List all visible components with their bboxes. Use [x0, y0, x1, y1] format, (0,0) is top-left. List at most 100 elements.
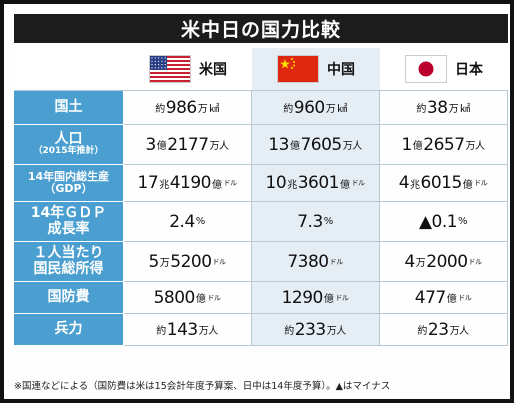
row-label-line: 14年国内総生産	[27, 169, 110, 183]
value-unit: 億	[412, 141, 423, 152]
value-cell: 1290 億ドル	[252, 282, 380, 314]
value-number: 5200	[170, 251, 212, 272]
row-label: 国防費	[14, 282, 124, 314]
value-unit: 億	[195, 294, 206, 305]
value-cell: 3 億 2177 万人	[124, 125, 252, 165]
value-unit: ドル	[458, 293, 472, 302]
value-unit: 億	[289, 141, 300, 152]
value-unit: %	[323, 216, 334, 227]
value-unit: 兆	[287, 179, 297, 191]
value-number: 2000	[426, 251, 468, 272]
value-number: 1290	[281, 287, 324, 308]
row-label-line: １人当たり	[33, 245, 104, 262]
value-number: 6015	[420, 173, 463, 193]
value-unit: 億	[446, 294, 457, 305]
value-cell: 5 万 5200 ドル	[124, 242, 252, 282]
value-number: 23	[427, 319, 449, 340]
row-label: 国土	[14, 91, 124, 125]
row-label: 14年国内総生産 （GDP）	[14, 165, 124, 202]
value-cell: ▲0.1%	[380, 202, 508, 242]
value-unit: ドル	[351, 179, 365, 187]
value-number: 986	[165, 97, 197, 118]
value-unit: ドル	[474, 179, 488, 187]
value-number: 4190	[169, 173, 212, 193]
row-label-line: （2015年推計）	[33, 146, 104, 157]
value-cell: 1 億 2657 万人	[380, 125, 508, 165]
value-unit: 億	[462, 179, 473, 191]
value-unit: 万人	[209, 141, 230, 152]
page-title: 米中日の国力比較	[14, 14, 508, 43]
value-number: 10	[265, 173, 287, 193]
value-unit: ドル	[207, 293, 221, 302]
value-number: 4	[404, 251, 415, 272]
country-header: 中国	[252, 48, 380, 91]
value-prefix: 約	[155, 104, 165, 115]
value-unit: %	[458, 216, 468, 227]
value-number: 3	[145, 134, 156, 155]
value-number: 3601	[297, 173, 340, 193]
value-unit: 万	[197, 104, 208, 115]
header-corner	[14, 48, 124, 91]
value-unit: ドル	[223, 179, 237, 187]
value-prefix: 約	[156, 326, 166, 337]
value-unit: %	[195, 216, 206, 227]
country-header: 日本	[380, 48, 508, 91]
value-cell: 5800 億ドル	[124, 282, 252, 314]
value-cell: 約 233 万人	[252, 314, 380, 346]
value-number: 7605	[300, 134, 342, 155]
value-prefix: 約	[417, 326, 427, 337]
value-unit: ドル	[335, 293, 349, 302]
value-number: 477	[414, 287, 446, 308]
value-number: 7380	[287, 251, 329, 272]
value-unit: 万	[159, 258, 170, 269]
value-cell: 10 兆 3601 億ドル	[252, 165, 380, 202]
value-cell: 2.4%	[124, 202, 252, 242]
value-unit: 万人	[449, 326, 470, 337]
value-unit: ㎢	[209, 104, 219, 115]
value-cell: 7.3%	[252, 202, 380, 242]
value-unit: 万	[325, 104, 336, 115]
row-label-line: 兵力	[54, 320, 83, 337]
us-flag-icon	[149, 55, 191, 83]
value-unit: 億	[339, 179, 350, 191]
value-cell: 17 兆 4190 億ドル	[124, 165, 252, 202]
value-unit: 万	[448, 104, 459, 115]
value-unit: 億	[156, 141, 167, 152]
footnote: ※国連などによる（国防費は米は15会計年度予算案、日中は14年度予算）。▲はマイ…	[14, 381, 391, 392]
value-unit: 万	[415, 258, 426, 269]
value-unit: 億	[323, 294, 334, 305]
value-unit: 兆	[410, 179, 420, 191]
value-cell: 4 兆 6015 億ドル	[380, 165, 508, 202]
country-name: 中国	[327, 62, 355, 78]
value-prefix: 約	[283, 104, 293, 115]
value-unit: ㎢	[460, 104, 470, 115]
value-prefix: 約	[284, 326, 294, 337]
value-number: 38	[426, 97, 448, 118]
value-number: 7.3	[297, 211, 323, 232]
value-prefix: 約	[416, 104, 426, 115]
value-unit: ㎢	[337, 104, 347, 115]
value-unit: ドル	[468, 257, 483, 266]
value-unit: 万人	[465, 141, 486, 152]
value-number: 5800	[153, 287, 196, 308]
country-name: 日本	[455, 62, 483, 78]
value-number: 5	[148, 251, 159, 272]
value-cell: 4 万 2000 ドル	[380, 242, 508, 282]
value-number: 2.4	[169, 211, 195, 232]
value-number: 2177	[167, 134, 209, 155]
value-number: ▲0.1	[418, 211, 458, 232]
value-number: 1	[401, 134, 412, 155]
value-cell: 約 23 万人	[380, 314, 508, 346]
value-number: 17	[137, 173, 159, 193]
value-number: 13	[268, 134, 289, 155]
cn-flag-icon	[277, 55, 319, 83]
value-cell: 13 億 7605 万人	[252, 125, 380, 165]
row-label-line: （GDP）	[44, 182, 93, 195]
value-unit: 億	[211, 179, 222, 191]
value-number: 233	[294, 319, 326, 340]
value-unit: 万人	[342, 141, 363, 152]
row-label-line: 人口	[54, 130, 83, 147]
